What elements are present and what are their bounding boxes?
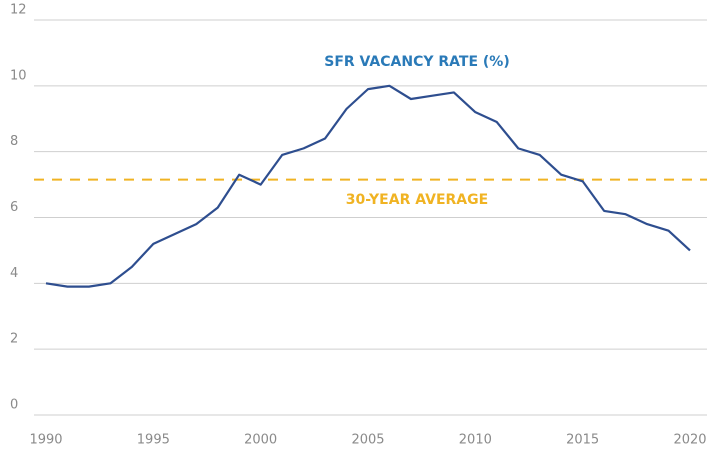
x-tick-label: 1995 [137,433,170,448]
y-tick-label: 10 [10,68,27,83]
x-tick-label: 2000 [244,433,277,448]
y-tick-label: 4 [10,266,18,281]
x-tick-label: 1990 [29,433,62,448]
data-line [45,84,691,288]
y-tick-label: 6 [10,200,18,215]
y-tick-label: 12 [10,3,27,18]
y-tick-label: 0 [10,398,18,413]
chart-title: SFR VACANCY RATE (%) [324,54,509,70]
x-tick-label: 2020 [673,433,706,448]
x-tick-label: 2005 [351,433,384,448]
y-tick-label: 2 [10,332,18,347]
x-tick-label: 2015 [566,433,599,448]
y-tick-label: 8 [10,134,18,149]
x-tick-label: 2010 [459,433,492,448]
average-label: 30-YEAR AVERAGE [346,192,488,208]
